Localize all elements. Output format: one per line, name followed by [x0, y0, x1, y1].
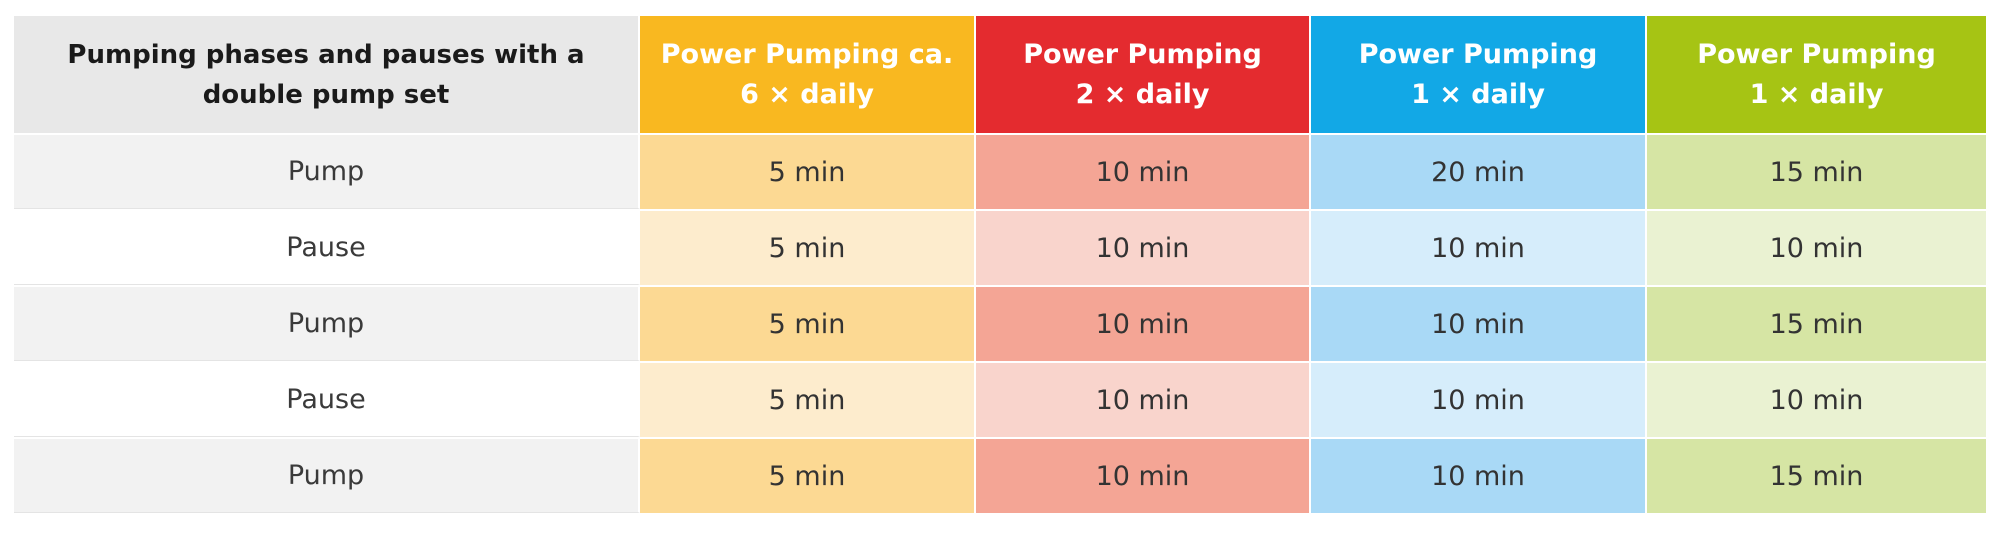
row-header-line-1: Pumping phases and pauses with a: [67, 39, 585, 70]
duration-cell: 10 min: [1311, 285, 1647, 361]
pumping-schedule-table-wrapper: Pumping phases and pauses with a double …: [14, 16, 1986, 520]
row-header-line-2: double pump set: [202, 79, 450, 110]
duration-cell: 15 min: [1647, 133, 1986, 209]
table-row: Pause 5 min 10 min 10 min 10 min: [14, 209, 1986, 285]
duration-cell: 5 min: [640, 209, 976, 285]
table-row: Pump 5 min 10 min 10 min 15 min: [14, 285, 1986, 361]
pumping-schedule-table: Pumping phases and pauses with a double …: [14, 16, 1986, 513]
column-header-line-1: Power Pumping: [1697, 38, 1936, 70]
duration-cell: 10 min: [976, 133, 1311, 209]
duration-cell: 10 min: [1647, 361, 1986, 437]
row-header-cell: Pumping phases and pauses with a double …: [14, 16, 640, 133]
duration-cell: 10 min: [1311, 361, 1647, 437]
duration-cell: 10 min: [976, 209, 1311, 285]
row-label-cell: Pump: [14, 437, 640, 513]
duration-cell: 20 min: [1311, 133, 1647, 209]
duration-cell: 5 min: [640, 361, 976, 437]
row-label-cell: Pause: [14, 361, 640, 437]
duration-cell: 10 min: [1311, 437, 1647, 513]
duration-cell: 5 min: [640, 285, 976, 361]
column-header-line-2: 1 × daily: [1411, 78, 1545, 110]
row-label-cell: Pause: [14, 209, 640, 285]
duration-cell: 10 min: [1311, 209, 1647, 285]
column-header-1x-daily-blue: Power Pumping 1 × daily: [1311, 16, 1647, 133]
column-header-line-1: Power Pumping ca.: [660, 38, 954, 70]
duration-cell: 10 min: [1647, 209, 1986, 285]
column-header-line-2: 2 × daily: [1075, 78, 1210, 110]
duration-cell: 10 min: [976, 361, 1311, 437]
table-row: Pause 5 min 10 min 10 min 10 min: [14, 361, 1986, 437]
column-header-line-1: Power Pumping: [1023, 38, 1262, 70]
table-header-row: Pumping phases and pauses with a double …: [14, 16, 1986, 133]
column-header-line-2: 1 × daily: [1749, 78, 1884, 110]
column-header-6x-daily: Power Pumping ca. 6 × daily: [640, 16, 976, 133]
row-label-cell: Pump: [14, 285, 640, 361]
table-row: Pump 5 min 10 min 10 min 15 min: [14, 437, 1986, 513]
column-header-1x-daily-green: Power Pumping 1 × daily: [1647, 16, 1986, 133]
column-header-line-1: Power Pumping: [1358, 38, 1598, 70]
table-row: Pump 5 min 10 min 20 min 15 min: [14, 133, 1986, 209]
duration-cell: 10 min: [976, 437, 1311, 513]
row-label-cell: Pump: [14, 133, 640, 209]
duration-cell: 10 min: [976, 285, 1311, 361]
duration-cell: 15 min: [1647, 437, 1986, 513]
duration-cell: 15 min: [1647, 285, 1986, 361]
duration-cell: 5 min: [640, 437, 976, 513]
duration-cell: 5 min: [640, 133, 976, 209]
column-header-2x-daily: Power Pumping 2 × daily: [976, 16, 1311, 133]
column-header-line-2: 6 × daily: [740, 78, 874, 110]
